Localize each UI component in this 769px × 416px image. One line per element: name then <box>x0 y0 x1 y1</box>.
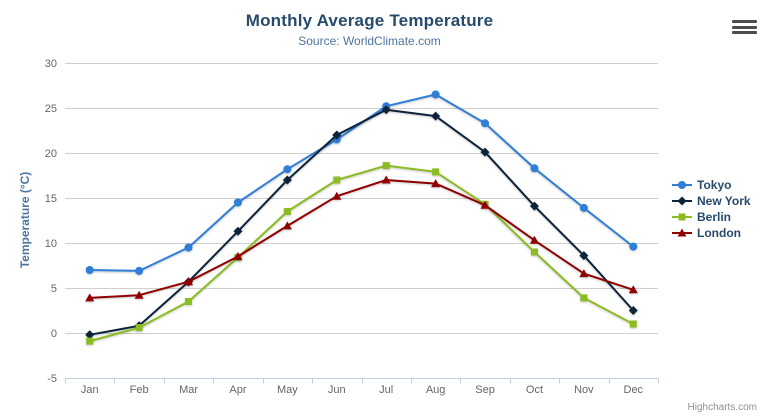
point-new-york-jan[interactable] <box>85 330 95 340</box>
hamburger-menu-icon <box>732 20 757 23</box>
series-new-york <box>85 105 638 340</box>
legend-label: Berlin <box>697 210 732 224</box>
point-berlin-feb[interactable] <box>135 324 143 332</box>
legend-label: New York <box>697 194 751 208</box>
export-menu-button[interactable] <box>732 20 757 34</box>
point-tokyo-oct[interactable] <box>530 164 539 173</box>
y-axis-tick-label: 5 <box>51 283 57 295</box>
point-london-apr[interactable] <box>233 252 243 260</box>
x-axis: Jan Feb Mar Apr May Jun Jul Aug Sep Oct Nov Dec <box>65 378 659 396</box>
series-tokyo <box>85 90 638 275</box>
point-new-york-jun[interactable] <box>332 130 342 140</box>
point-tokyo-dec[interactable] <box>629 242 638 251</box>
legend-marker-shape <box>677 196 687 206</box>
x-axis-tick-label: Jul <box>379 384 393 396</box>
highcharts-credit[interactable]: Highcharts.com <box>687 402 757 413</box>
hamburger-menu-icon <box>732 25 757 29</box>
legend-marker-triangle-icon <box>672 228 692 237</box>
point-new-york-dec[interactable] <box>628 306 638 315</box>
point-new-york-nov[interactable] <box>579 251 589 261</box>
point-london-dec[interactable] <box>628 285 638 294</box>
point-new-york-may[interactable] <box>282 175 292 185</box>
point-berlin-jul[interactable] <box>382 162 390 170</box>
y-axis-title: Temperature (°C) <box>18 171 32 269</box>
point-berlin-jun[interactable] <box>333 176 341 184</box>
point-london-nov[interactable] <box>579 269 589 278</box>
series-line-berlin <box>88 164 635 343</box>
legend-marker-shape <box>677 228 687 237</box>
y-axis-tick-label: 0 <box>51 328 57 340</box>
x-axis-tick-label: Jun <box>328 384 346 396</box>
legend-item-london[interactable]: London <box>672 225 751 241</box>
point-berlin-oct[interactable] <box>530 248 538 256</box>
legend-label: Tokyo <box>697 178 732 192</box>
x-axis-tick-label: Feb <box>130 384 149 396</box>
legend-item-tokyo[interactable]: Tokyo <box>672 177 751 193</box>
x-axis-tick-label: Sep <box>475 384 495 396</box>
point-london-jul[interactable] <box>381 175 391 184</box>
point-london-mar[interactable] <box>184 277 194 286</box>
point-new-york-sep[interactable] <box>480 147 490 157</box>
point-tokyo-jan[interactable] <box>85 266 94 274</box>
point-berlin-aug[interactable] <box>432 168 440 176</box>
point-tokyo-feb[interactable] <box>135 266 144 275</box>
x-axis-tick-label: Mar <box>179 384 198 396</box>
x-axis-tick-label: Dec <box>624 384 644 396</box>
hamburger-menu-icon <box>732 31 757 34</box>
series-line-london <box>88 179 635 299</box>
point-new-york-apr[interactable] <box>233 226 243 236</box>
point-tokyo-sep[interactable] <box>481 119 490 128</box>
legend-item-berlin[interactable]: Berlin <box>672 209 751 225</box>
x-axis-tick-label: May <box>277 384 298 396</box>
point-new-york-jul[interactable] <box>381 105 391 115</box>
y-axis-tick-label: 15 <box>45 193 57 205</box>
y-axis-tick-label: 30 <box>45 58 57 70</box>
x-axis-tick-label: Apr <box>229 384 246 396</box>
x-axis-tick-label: Nov <box>574 384 594 396</box>
point-london-feb[interactable] <box>134 290 144 299</box>
legend-label: London <box>697 226 741 240</box>
y-axis-tick-label: 20 <box>45 148 57 160</box>
x-axis-tick-label: Jan <box>81 384 99 396</box>
y-axis-tick-label: -5 <box>47 373 57 385</box>
point-berlin-mar[interactable] <box>185 298 193 305</box>
point-london-oct[interactable] <box>529 235 539 244</box>
point-tokyo-may[interactable] <box>283 165 292 174</box>
point-london-sep[interactable] <box>480 200 490 209</box>
x-axis-tick-label: Aug <box>426 384 446 396</box>
point-tokyo-apr[interactable] <box>233 198 242 207</box>
point-berlin-may[interactable] <box>283 208 291 215</box>
legend-item-new-york[interactable]: New York <box>672 193 751 209</box>
legend-marker-shape <box>678 181 686 189</box>
grid: -5 0 5 10 15 20 25 30 <box>45 58 658 385</box>
legend-marker-diamond-icon <box>672 196 692 206</box>
point-new-york-aug[interactable] <box>431 111 441 121</box>
legend-marker-circle-icon <box>672 181 692 189</box>
point-tokyo-nov[interactable] <box>579 203 588 212</box>
point-new-york-oct[interactable] <box>529 201 539 211</box>
point-london-may[interactable] <box>282 221 292 230</box>
point-london-aug[interactable] <box>431 179 441 188</box>
x-axis-tick-label: Oct <box>526 384 543 396</box>
point-berlin-dec[interactable] <box>629 320 637 328</box>
y-axis-tick-label: 25 <box>45 103 57 115</box>
point-london-jun[interactable] <box>332 191 342 200</box>
series-london <box>85 175 638 302</box>
chart-subtitle: Source: WorldClimate.com <box>298 34 441 48</box>
point-tokyo-mar[interactable] <box>184 243 193 252</box>
point-berlin-jan[interactable] <box>86 337 94 345</box>
series-line-new-york <box>88 108 635 336</box>
y-axis-tick-label: 10 <box>45 238 57 250</box>
chart-title: Monthly Average Temperature <box>245 11 494 30</box>
point-tokyo-aug[interactable] <box>431 90 440 99</box>
legend: Tokyo New York Berlin London <box>672 177 751 241</box>
point-berlin-nov[interactable] <box>580 294 588 302</box>
series-line-tokyo <box>88 93 635 272</box>
point-london-jan[interactable] <box>85 293 95 302</box>
legend-marker-shape <box>678 213 686 221</box>
legend-marker-square-icon <box>672 213 692 221</box>
